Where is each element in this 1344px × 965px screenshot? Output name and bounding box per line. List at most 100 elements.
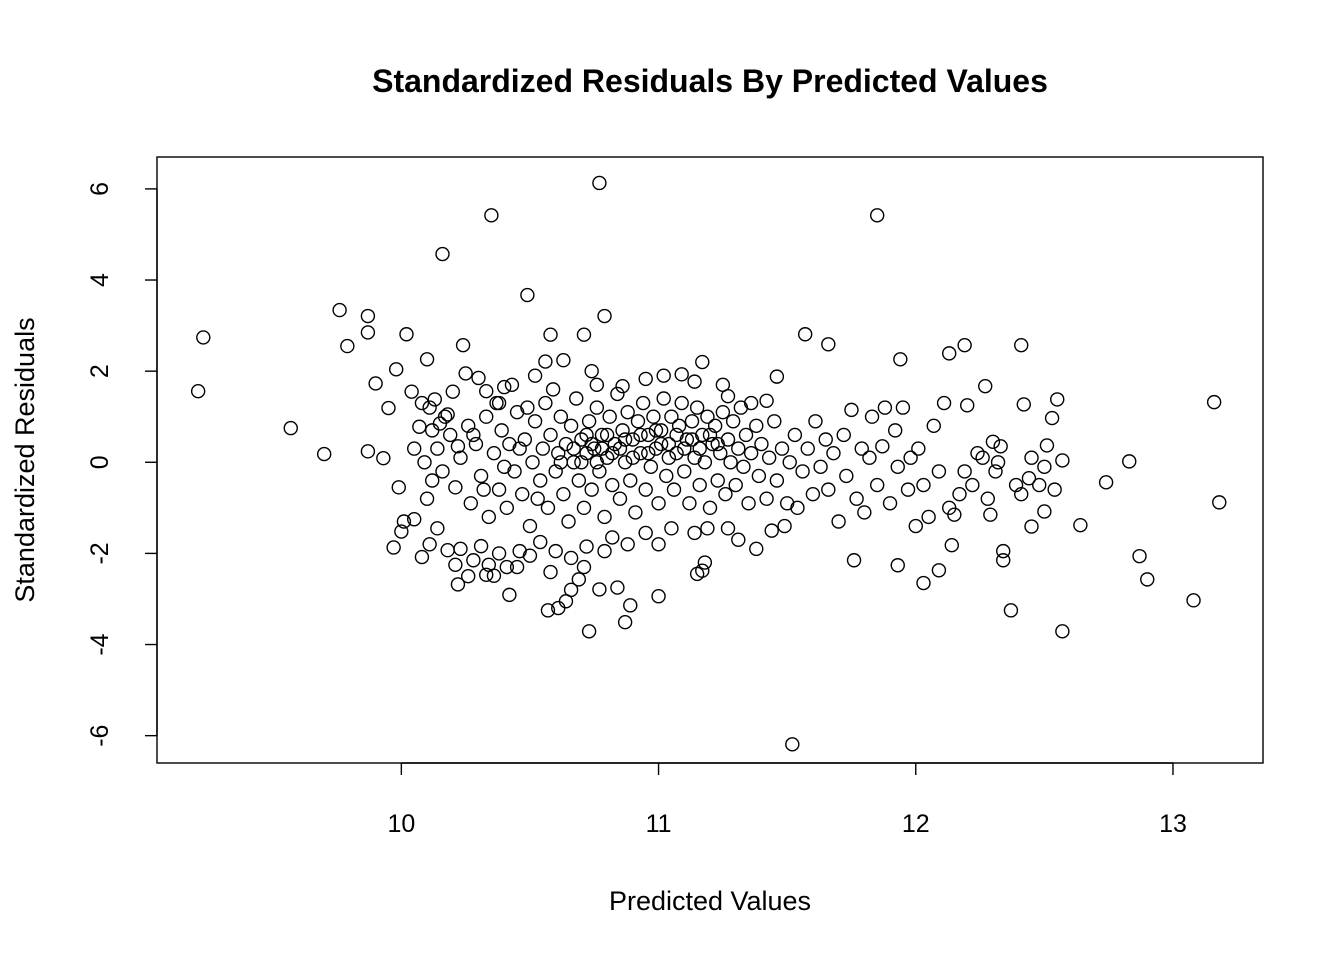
- data-point: [1098, 475, 1114, 490]
- data-point: [1044, 410, 1060, 426]
- data-point: [1037, 459, 1052, 475]
- data-point: [988, 464, 1003, 479]
- data-point: [862, 450, 877, 465]
- data-point: [563, 550, 579, 566]
- data-point: [674, 367, 689, 382]
- data-point: [980, 491, 995, 506]
- data-point: [836, 427, 851, 443]
- data-point: [520, 400, 535, 415]
- data-point: [502, 587, 517, 603]
- data-point: [576, 500, 592, 516]
- data-point: [430, 441, 445, 456]
- data-point: [731, 532, 746, 547]
- data-point: [947, 507, 962, 522]
- data-point: [504, 377, 520, 393]
- data-point: [767, 414, 782, 429]
- data-point: [890, 558, 905, 573]
- data-point: [479, 409, 494, 424]
- data-point: [651, 589, 666, 604]
- data-point: [965, 477, 980, 493]
- data-point: [661, 450, 677, 465]
- data-point: [540, 603, 556, 618]
- data-point: [653, 436, 669, 452]
- data-point: [551, 445, 566, 461]
- data-point: [1021, 471, 1037, 486]
- data-point: [700, 521, 715, 536]
- data-point: [512, 543, 527, 559]
- data-point: [839, 468, 854, 484]
- data-point: [581, 624, 597, 639]
- data-point: [916, 575, 931, 591]
- data-point: [625, 450, 641, 465]
- data-point: [869, 208, 885, 223]
- data-point: [476, 482, 491, 497]
- data-point: [661, 436, 677, 452]
- data-point: [386, 540, 401, 555]
- data-point: [422, 537, 437, 552]
- data-point: [597, 509, 612, 525]
- data-point: [579, 427, 594, 443]
- data-point: [533, 534, 548, 550]
- data-point: [952, 486, 967, 502]
- data-point: [196, 330, 211, 345]
- data-point: [615, 423, 630, 438]
- data-point: [491, 546, 507, 561]
- data-point: [713, 445, 728, 461]
- y-axis-label: Standardized Residuals: [10, 317, 40, 602]
- data-point: [1055, 624, 1070, 639]
- data-point: [581, 414, 597, 429]
- data-point: [440, 543, 455, 558]
- data-point: [316, 446, 332, 462]
- data-point: [484, 208, 499, 223]
- data-point: [419, 352, 435, 367]
- data-point: [689, 400, 705, 415]
- data-point: [610, 580, 625, 595]
- data-point: [795, 464, 810, 479]
- data-point: [571, 473, 587, 488]
- data-point: [942, 346, 957, 361]
- data-point: [561, 514, 576, 529]
- data-point: [702, 500, 718, 516]
- data-point: [787, 427, 803, 443]
- data-point: [548, 464, 563, 479]
- data-point: [877, 400, 893, 415]
- data-point: [497, 379, 512, 395]
- data-point: [764, 523, 779, 538]
- data-point: [509, 559, 525, 575]
- data-point: [821, 482, 836, 497]
- data-point: [522, 518, 538, 534]
- data-point: [1024, 519, 1039, 534]
- data-point: [633, 427, 648, 443]
- data-point: [669, 427, 684, 443]
- data-point: [623, 473, 638, 488]
- data-point: [903, 450, 918, 465]
- y-axis: -6 -4 -2 0 2 4 6: [86, 182, 158, 747]
- x-axis-label: Predicted Values: [609, 886, 811, 916]
- x-axis: 10 11 12 13: [387, 762, 1187, 838]
- data-point: [1073, 517, 1088, 533]
- data-point: [612, 441, 628, 456]
- data-point: [1132, 548, 1147, 564]
- data-point: [782, 455, 797, 470]
- data-point: [404, 384, 419, 399]
- data-point: [468, 436, 484, 452]
- data-point: [944, 538, 959, 553]
- data-point: [710, 473, 725, 488]
- data-point: [471, 370, 486, 386]
- data-point: [589, 400, 605, 415]
- data-point: [407, 512, 422, 527]
- data-point: [486, 445, 502, 461]
- data-point: [463, 496, 478, 511]
- data-point: [813, 459, 828, 475]
- data-point: [990, 455, 1006, 470]
- data-point: [664, 521, 679, 536]
- data-point: [1014, 486, 1029, 502]
- data-point: [846, 553, 862, 568]
- data-point: [527, 368, 543, 383]
- data-point: [651, 537, 666, 552]
- data-point: [445, 384, 460, 399]
- data-point: [545, 382, 561, 397]
- data-point: [725, 414, 741, 429]
- data-point: [461, 418, 476, 434]
- data-point: [576, 327, 592, 342]
